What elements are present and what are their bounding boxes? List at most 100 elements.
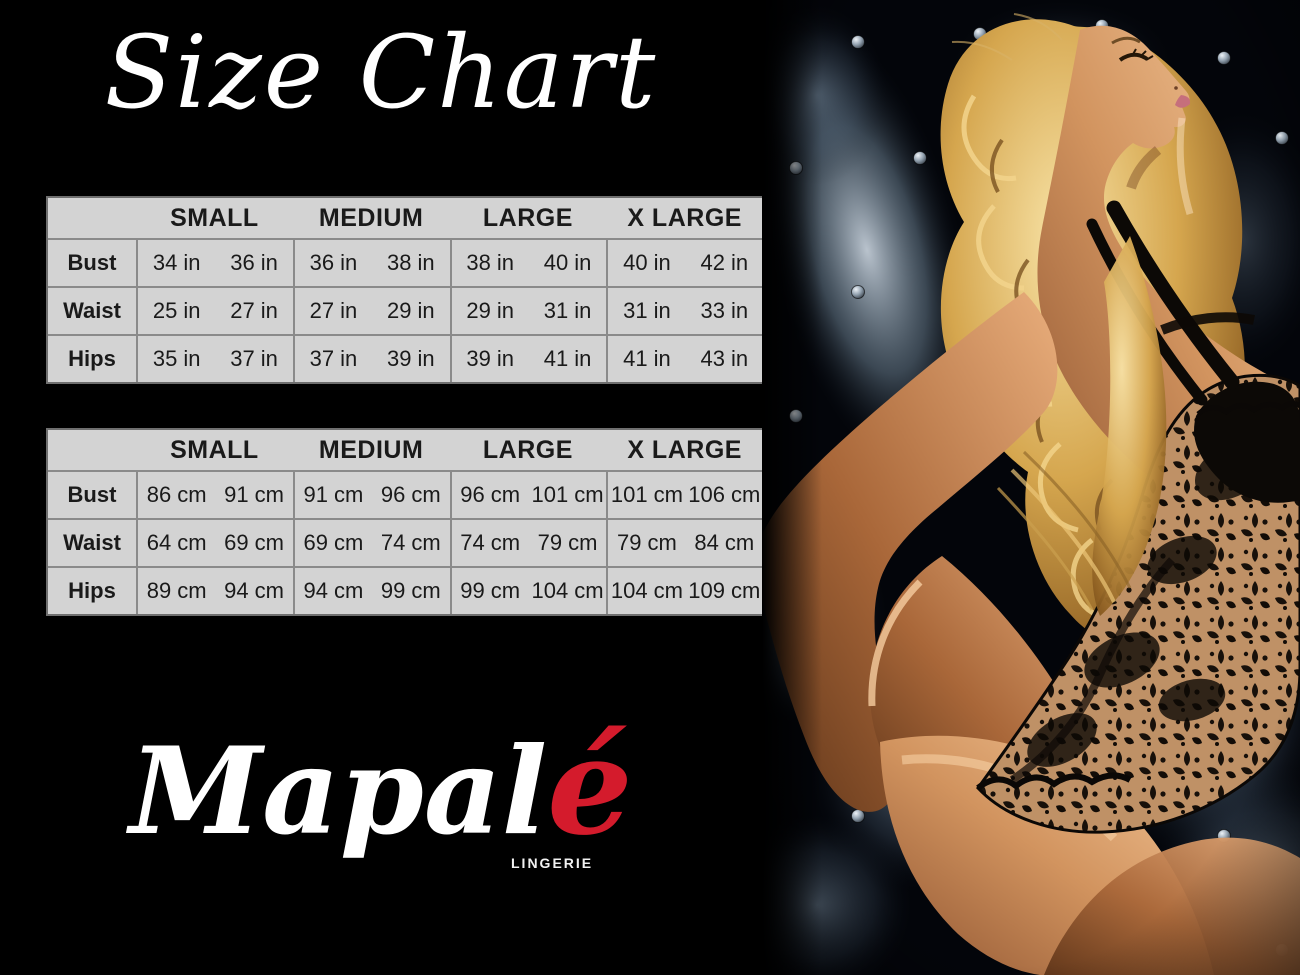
row-label: Bust [48,472,138,518]
table-row-bust-cm: Bust 86 cm 91 cm 91 cm 96 cm 96 cm 101 c… [48,472,763,520]
cell-value: 74 cm [460,530,521,555]
cell-waist-xlarge: 31 in 33 in [608,288,763,334]
cell-value: 99 cm [380,578,441,603]
cell-value: 43 in [700,346,749,371]
brand-tagline: LINGERIE [511,855,594,871]
cell-waist-small: 64 cm 69 cm [138,520,295,566]
cell-value: 39 in [466,346,515,371]
cell-value: 31 in [623,298,671,323]
cell-value: 91 cm [224,482,285,507]
cell-value: 34 in [152,250,201,275]
row-label: Hips [48,568,138,614]
brand-logo: Mapalé [0,715,762,857]
header-large: LARGE [482,203,573,232]
cell-bust-medium: 91 cm 96 cm [295,472,452,518]
header-small: SMALL [170,435,259,464]
cell-hips-small: 89 cm 94 cm [138,568,295,614]
cell-value: 29 in [466,298,515,323]
header-medium: MEDIUM [318,435,424,464]
cell-value: 94 cm [303,578,364,603]
header-small: SMALL [170,203,259,232]
cell-value: 79 cm [616,530,677,555]
table-row-hips-cm: Hips 89 cm 94 cm 94 cm 99 cm 99 cm 104 c… [48,568,763,614]
cell-value: 36 in [230,250,278,275]
cell-bust-small: 34 in 36 in [138,240,295,286]
cell-value: 101 cm [610,482,684,507]
cell-value: 106 cm [688,482,761,507]
size-table-centimeters: SMALL MEDIUM LARGE X LARGE Bust 86 cm 91… [46,428,765,616]
cell-value: 38 in [466,250,515,275]
header-medium: MEDIUM [318,203,424,232]
size-table-inches: SMALL MEDIUM LARGE X LARGE Bust 34 in 36… [46,196,765,384]
model-photo [762,0,1300,975]
cell-hips-medium: 94 cm 99 cm [295,568,452,614]
cell-value: 64 cm [146,530,207,555]
photo-vignette [762,0,1300,975]
cell-hips-xlarge: 41 in 43 in [608,336,763,382]
table-header-row: SMALL MEDIUM LARGE X LARGE [48,198,763,240]
cell-value: 74 cm [380,530,441,555]
cell-value: 27 in [309,298,358,323]
cell-value: 91 cm [303,482,364,507]
cell-value: 96 cm [380,482,441,507]
cell-value: 109 cm [688,578,761,603]
cell-value: 25 in [152,298,201,323]
cell-value: 41 in [623,346,671,371]
cell-bust-xlarge: 40 in 42 in [608,240,763,286]
cell-value: 94 cm [224,578,285,603]
cell-value: 89 cm [146,578,207,603]
row-label: Hips [48,336,138,382]
cell-hips-small: 35 in 37 in [138,336,295,382]
table-row-waist-cm: Waist 64 cm 69 cm 69 cm 74 cm 74 cm 79 c… [48,520,763,568]
cell-value: 99 cm [460,578,521,603]
cell-value: 42 in [700,250,749,275]
cell-waist-medium: 69 cm 74 cm [295,520,452,566]
cell-value: 86 cm [146,482,207,507]
cell-value: 31 in [543,298,592,323]
row-label: Waist [48,288,138,334]
cell-value: 69 cm [224,530,285,555]
cell-value: 27 in [230,298,278,323]
cell-hips-medium: 37 in 39 in [295,336,452,382]
cell-value: 41 in [543,346,592,371]
table-row-hips-in: Hips 35 in 37 in 37 in 39 in 39 in 41 in… [48,336,763,382]
cell-value: 40 in [543,250,592,275]
cell-waist-large: 74 cm 79 cm [452,520,609,566]
header-large: LARGE [482,435,573,464]
cell-value: 39 in [386,346,435,371]
table-header-row: SMALL MEDIUM LARGE X LARGE [48,430,763,472]
cell-waist-medium: 27 in 29 in [295,288,452,334]
cell-value: 29 in [386,298,435,323]
brand-logo-accent: é [547,707,633,865]
cell-value: 33 in [700,298,749,323]
cell-value: 79 cm [537,530,598,555]
cell-value: 104 cm [610,578,684,603]
cell-value: 40 in [623,250,671,275]
row-label: Bust [48,240,138,286]
cell-bust-large: 38 in 40 in [452,240,609,286]
cell-hips-large: 99 cm 104 cm [452,568,609,614]
header-xlarge: X LARGE [627,203,742,232]
table-row-bust-in: Bust 34 in 36 in 36 in 38 in 38 in 40 in… [48,240,763,288]
cell-value: 101 cm [531,482,604,507]
cell-bust-medium: 36 in 38 in [295,240,452,286]
cell-waist-small: 25 in 27 in [138,288,295,334]
cell-bust-xlarge: 101 cm 106 cm [608,472,763,518]
cell-waist-large: 29 in 31 in [452,288,609,334]
cell-value: 37 in [230,346,278,371]
cell-value: 69 cm [303,530,364,555]
row-label: Waist [48,520,138,566]
photo-left-seam [762,0,822,975]
table-row-waist-in: Waist 25 in 27 in 27 in 29 in 29 in 31 i… [48,288,763,336]
cell-value: 96 cm [460,482,521,507]
cell-value: 84 cm [694,530,755,555]
cell-value: 38 in [386,250,435,275]
cell-bust-large: 96 cm 101 cm [452,472,609,518]
page-title: Size Chart [104,14,658,131]
cell-value: 104 cm [531,578,604,603]
cell-hips-xlarge: 104 cm 109 cm [608,568,763,614]
header-xlarge: X LARGE [627,435,742,464]
cell-hips-large: 39 in 41 in [452,336,609,382]
cell-waist-xlarge: 79 cm 84 cm [608,520,763,566]
